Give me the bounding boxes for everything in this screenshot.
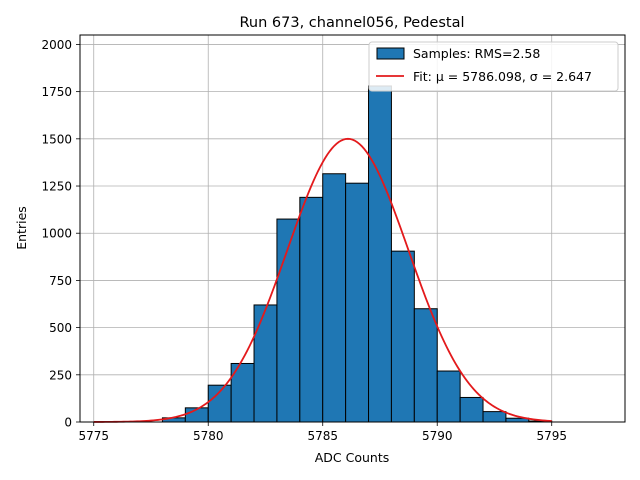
y-tick-label: 1250 bbox=[41, 180, 72, 194]
histogram-bar bbox=[413, 308, 438, 423]
histogram-bar bbox=[482, 411, 507, 423]
plot-frame bbox=[79, 34, 626, 423]
y-tick-label: 500 bbox=[49, 321, 72, 335]
histogram-bar bbox=[345, 182, 370, 423]
x-tick-label: 5775 bbox=[78, 429, 109, 443]
gaussian-fit-curve bbox=[93, 137, 552, 423]
histogram-bar bbox=[459, 396, 484, 423]
histogram-bar bbox=[299, 196, 324, 423]
legend-box bbox=[368, 41, 619, 92]
x-axis-label: ADC Counts bbox=[315, 450, 390, 465]
axis-ticks: 5775 5780 5785 5790 5795 0 250 500 750 1000 1250 15… bbox=[41, 38, 567, 443]
y-tick-label: 750 bbox=[49, 274, 72, 288]
histogram-bar bbox=[253, 304, 278, 423]
legend-histogram-swatch bbox=[376, 47, 405, 60]
x-tick-label: 5785 bbox=[307, 429, 338, 443]
fit-curve-group bbox=[93, 137, 552, 423]
histogram-bar bbox=[322, 173, 347, 423]
y-tick-label: 1750 bbox=[41, 85, 72, 99]
chart-title: Run 673, channel056, Pedestal bbox=[239, 15, 464, 31]
legend-histogram-label: Samples: RMS=2.58 bbox=[413, 46, 540, 61]
histogram-bar bbox=[368, 85, 392, 423]
histogram-bars bbox=[161, 85, 553, 423]
y-tick-label: 1000 bbox=[41, 227, 72, 241]
y-tick-label: 250 bbox=[49, 368, 72, 382]
legend: Samples: RMS=2.58 Fit: μ = 5786.098, σ =… bbox=[368, 41, 619, 92]
x-tick-label: 5780 bbox=[193, 429, 224, 443]
x-tick-label: 5795 bbox=[536, 429, 567, 443]
histogram-bar bbox=[390, 250, 415, 423]
histogram-bar bbox=[436, 370, 461, 423]
legend-fit-label: Fit: μ = 5786.098, σ = 2.647 bbox=[413, 69, 592, 84]
y-axis-label: Entries bbox=[14, 206, 29, 250]
x-tick-label: 5790 bbox=[422, 429, 453, 443]
y-tick-label: 2000 bbox=[41, 38, 72, 52]
y-tick-label: 0 bbox=[64, 416, 72, 430]
y-tick-label: 1500 bbox=[41, 132, 72, 146]
